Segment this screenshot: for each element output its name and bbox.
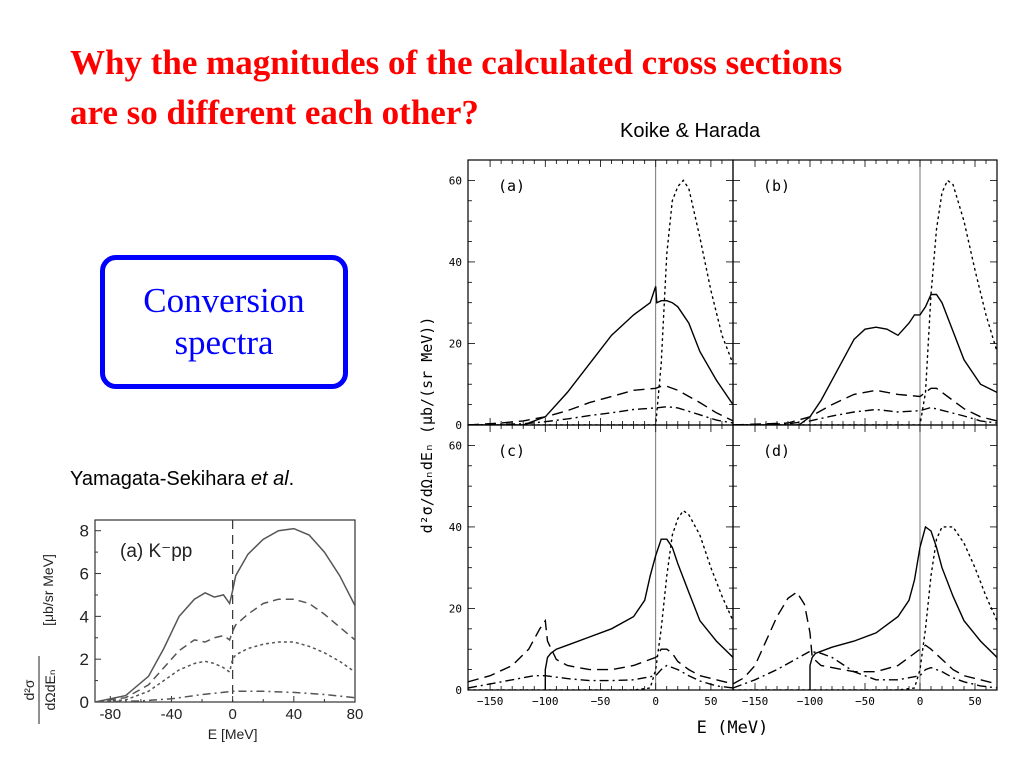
kh-x-tick-label: −100 bbox=[797, 695, 824, 708]
kh-panel-label: (d) bbox=[763, 442, 790, 460]
kh-panel-3: −150 −100 −50 0 50 (d) bbox=[732, 424, 998, 708]
kh-series-dashdot bbox=[733, 406, 997, 425]
conversion-spectra-label: Conversion spectra bbox=[105, 280, 343, 364]
kh-y-tick-label: 20 bbox=[449, 602, 462, 615]
credit-yamagata-main: Yamagata-Sekihara bbox=[70, 468, 251, 490]
kh-x-tick-label: 50 bbox=[704, 695, 717, 708]
kh-x-tick-label: 0 bbox=[917, 695, 924, 708]
kh-series-solid bbox=[809, 525, 997, 690]
ys-y-axis-units: [μb/sr MeV] bbox=[40, 554, 56, 626]
ys-x-axis-label: E [MeV] bbox=[208, 726, 258, 742]
credit-yamagata-end: . bbox=[288, 468, 295, 490]
ys-x-tick-label: 80 bbox=[347, 706, 364, 723]
ys-panel-label-particle: K⁻pp bbox=[149, 541, 193, 562]
kh-x-axis-label: E (MeV) bbox=[697, 718, 769, 738]
slide-title-line2: are so different each other? bbox=[70, 93, 479, 132]
ys-panel-label: (a) K⁻pp bbox=[120, 541, 192, 562]
kh-y-axis-label: d²σ/dΩₙdEₙ (μb/(sr MeV)) bbox=[418, 317, 436, 534]
kh-panel-label: (b) bbox=[763, 177, 790, 195]
kh-panel-2: 0 20 40 60 −150 −100 −50 0 50 (c) bbox=[449, 424, 734, 708]
slide-title: Why the magnitudes of the calculated cro… bbox=[70, 38, 990, 138]
kh-series-dashdot bbox=[468, 405, 733, 425]
kh-y-tick-label: 60 bbox=[449, 439, 462, 452]
kh-series-solid bbox=[733, 293, 997, 425]
kh-x-tick-label: 50 bbox=[968, 695, 981, 708]
kh-x-tick-label: −100 bbox=[532, 695, 559, 708]
ys-x-tick-label: -80 bbox=[99, 706, 121, 723]
ys-frame bbox=[94, 519, 356, 703]
ys-y-tick-label: 0 bbox=[80, 693, 89, 712]
slide-title-line1: Why the magnitudes of the calculated cro… bbox=[70, 43, 843, 82]
kh-series-dashed bbox=[468, 618, 733, 685]
kh-series-dashed bbox=[468, 385, 733, 425]
ys-y-axis-numerator: d²σ bbox=[21, 679, 37, 700]
kh-y-tick-label: 60 bbox=[449, 174, 462, 187]
conversion-spectra-box: Conversion spectra bbox=[100, 255, 348, 389]
kh-series-dotted bbox=[733, 179, 997, 425]
kh-x-tick-label: −150 bbox=[477, 695, 504, 708]
kh-series-dashdot bbox=[733, 650, 997, 689]
credit-yamagata-sekihara: Yamagata-Sekihara et al. bbox=[70, 468, 294, 491]
ys-y-tick-label: 2 bbox=[80, 650, 89, 669]
ys-series-dashdot bbox=[95, 690, 355, 702]
kh-series-dashed bbox=[733, 387, 997, 425]
kh-series-dotted bbox=[468, 179, 733, 425]
kh-panel-label: (c) bbox=[498, 442, 525, 460]
ys-y-tick-label: 4 bbox=[80, 607, 89, 626]
kh-series-dashed bbox=[733, 591, 997, 685]
kh-series-solid bbox=[468, 286, 733, 425]
kh-series-solid bbox=[544, 538, 733, 690]
kh-x-tick-label: 0 bbox=[652, 695, 659, 708]
credit-yamagata-etal: et al bbox=[250, 468, 289, 490]
kh-panel-0: 0 20 40 60 (a) bbox=[449, 159, 734, 432]
credit-koike-harada: Koike & Harada bbox=[620, 120, 761, 142]
kh-y-tick-label: 0 bbox=[455, 684, 462, 697]
box-line2: spectra bbox=[174, 323, 274, 362]
kh-series-dashdot bbox=[468, 664, 733, 689]
ys-y-tick-label: 6 bbox=[80, 565, 89, 584]
ys-series-dashed bbox=[95, 598, 355, 702]
kh-y-tick-label: 0 bbox=[455, 419, 462, 432]
kh-y-tick-label: 40 bbox=[449, 521, 462, 534]
kh-x-tick-label: −150 bbox=[742, 695, 769, 708]
ys-x-tick-label: -40 bbox=[161, 706, 183, 723]
ys-y-tick-label: 8 bbox=[80, 522, 89, 541]
ys-y-axis-denominator: dΩdEₙ bbox=[42, 670, 58, 711]
ys-panel-label-a: (a) bbox=[120, 541, 149, 562]
kh-panel-label: (a) bbox=[498, 177, 525, 195]
box-line1: Conversion bbox=[143, 281, 305, 320]
kh-y-tick-label: 20 bbox=[449, 337, 462, 350]
kh-series-dotted bbox=[468, 509, 733, 690]
ys-x-tick-label: 40 bbox=[285, 706, 302, 723]
ys-series-solid bbox=[95, 527, 355, 702]
kh-y-tick-label: 40 bbox=[449, 256, 462, 269]
kh-x-tick-label: −50 bbox=[591, 695, 611, 708]
kh-x-tick-label: −50 bbox=[855, 695, 875, 708]
ys-x-tick-label: 0 bbox=[228, 706, 236, 723]
